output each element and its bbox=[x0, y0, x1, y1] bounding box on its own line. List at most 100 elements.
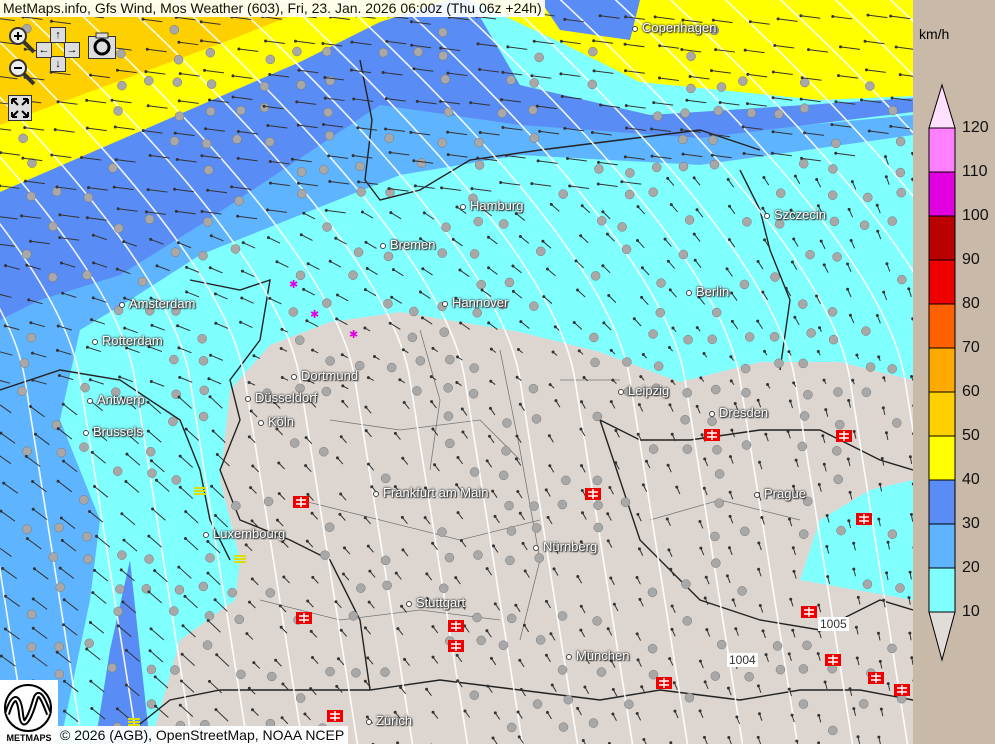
cloud-cover-symbol bbox=[529, 501, 539, 511]
cloud-cover-symbol bbox=[469, 249, 480, 259]
wind-arrow-head bbox=[88, 620, 92, 624]
wind-arrow-head bbox=[236, 214, 240, 218]
wind-arrow-head bbox=[335, 317, 339, 321]
wind-arrow bbox=[325, 97, 345, 102]
wind-arrow bbox=[713, 19, 733, 24]
wind-arrow-head bbox=[886, 540, 890, 544]
snow-symbol-mark bbox=[299, 613, 309, 623]
cloud-cover-symbol bbox=[686, 83, 696, 94]
cloud-cover-symbol bbox=[713, 105, 724, 116]
wind-arrow bbox=[177, 325, 191, 332]
wind-arrow bbox=[773, 71, 793, 76]
wind-arrow-head bbox=[30, 351, 34, 355]
wind-arrow-head bbox=[667, 346, 671, 350]
cloud-cover-symbol bbox=[655, 307, 666, 318]
camera-icon[interactable] bbox=[88, 32, 116, 60]
pan-down-button[interactable]: ↓ bbox=[50, 56, 66, 72]
wind-arrow-head bbox=[693, 258, 697, 262]
wind-arrow-head bbox=[93, 568, 97, 572]
wind-arrow-head bbox=[29, 239, 33, 243]
wind-arrow-head bbox=[85, 345, 89, 349]
wind-arrow-head bbox=[122, 538, 126, 542]
wind-arrow-head bbox=[290, 157, 294, 161]
wind-arrow-head bbox=[249, 409, 253, 413]
pan-right-button[interactable]: → bbox=[64, 42, 80, 58]
cloud-cover-symbol bbox=[557, 665, 568, 675]
wind-arrow-head bbox=[177, 99, 181, 103]
cloud-cover-symbol bbox=[887, 643, 897, 654]
map-canvas[interactable]: ✱✱✱ bbox=[0, 0, 913, 744]
wind-arrow-head bbox=[429, 375, 433, 379]
wind-arrow bbox=[626, 127, 646, 131]
wind-arrow bbox=[0, 152, 21, 156]
pan-up-button[interactable]: ↑ bbox=[50, 27, 66, 43]
city-label: Leipzig bbox=[618, 383, 669, 398]
wind-arrow-head bbox=[501, 126, 505, 130]
wind-arrow-head bbox=[296, 123, 300, 127]
wind-arrow-head bbox=[771, 130, 775, 134]
city-label: Bremen bbox=[380, 237, 436, 252]
wind-arrow bbox=[5, 595, 20, 607]
cloud-cover-symbol bbox=[27, 158, 37, 168]
cloud-cover-symbol bbox=[230, 244, 241, 254]
wind-arrow bbox=[764, 239, 770, 248]
wind-arrow-head bbox=[341, 384, 345, 388]
wind-arrow-head bbox=[501, 70, 505, 74]
snow-symbol bbox=[448, 640, 464, 652]
legend-unit: km/h bbox=[919, 26, 950, 42]
wind-arrow-head bbox=[680, 128, 684, 132]
wind-arrow bbox=[178, 242, 192, 249]
cloud-cover-symbol bbox=[653, 361, 664, 371]
weather-map[interactable]: ✱ ✱ ✱ MetMaps.info, Gfs Wind, Mos Weather … bbox=[0, 0, 913, 744]
wind-arrow-head bbox=[115, 267, 119, 271]
wind-arrow-head bbox=[489, 656, 493, 660]
country-border bbox=[119, 689, 370, 741]
wind-arrow-head bbox=[0, 184, 2, 188]
wind-arrow-head bbox=[266, 236, 270, 240]
fullscreen-icon[interactable] bbox=[8, 95, 32, 121]
wind-arrow bbox=[329, 260, 342, 268]
attribution[interactable]: © 2026 (AGB), OpenStreetMap, NOAA NCEP bbox=[56, 726, 349, 744]
wind-arrow-head bbox=[668, 288, 672, 292]
pan-left-button[interactable]: ← bbox=[36, 42, 52, 58]
wind-arrow-head bbox=[155, 264, 159, 268]
wind-arrow bbox=[181, 653, 195, 666]
wind-arrow-head bbox=[402, 400, 406, 404]
cloud-cover-symbol bbox=[231, 501, 241, 511]
wind-arrow bbox=[861, 99, 881, 104]
cloud-cover-symbol bbox=[380, 555, 391, 566]
wind-arrow bbox=[174, 188, 195, 193]
wind-arrow bbox=[365, 289, 377, 297]
zoom-out-icon[interactable] bbox=[6, 56, 36, 86]
wind-arrow-head bbox=[695, 208, 699, 212]
wind-arrow-head bbox=[363, 679, 367, 683]
metmaps-logo[interactable]: METMAPS bbox=[0, 680, 58, 744]
wind-arrow bbox=[179, 455, 194, 468]
wind-arrow-head bbox=[400, 515, 404, 519]
wind-arrow-head bbox=[792, 237, 796, 241]
cloud-cover-symbol bbox=[202, 217, 213, 227]
zoom-in-icon[interactable] bbox=[6, 24, 36, 54]
wind-arrow-head bbox=[459, 539, 463, 543]
region-border bbox=[259, 599, 501, 621]
wind-arrow bbox=[562, 96, 582, 100]
wind-arrow-head bbox=[602, 321, 606, 325]
wind-arrow-head bbox=[214, 321, 218, 325]
wind-arrow bbox=[322, 42, 343, 47]
wind-arrow-head bbox=[846, 262, 850, 266]
cloud-cover-symbol bbox=[592, 411, 603, 422]
wind-arrow-head bbox=[90, 706, 94, 710]
snow-symbol-mark bbox=[296, 497, 306, 507]
cloud-cover-symbol bbox=[680, 414, 690, 425]
wind-arrow-head bbox=[27, 298, 31, 302]
streamline bbox=[0, 307, 84, 744]
wind-arrow-head bbox=[275, 260, 279, 264]
cloud-cover-symbol bbox=[473, 216, 483, 227]
wind-arrow-head bbox=[384, 127, 388, 131]
cloud-cover-symbol bbox=[593, 500, 603, 510]
wind-arrow-head bbox=[688, 75, 692, 79]
wind-arrow bbox=[152, 508, 166, 521]
wind-arrow-head bbox=[638, 597, 642, 601]
legend-color-band bbox=[928, 303, 956, 349]
wind-arrow-head bbox=[576, 575, 580, 579]
